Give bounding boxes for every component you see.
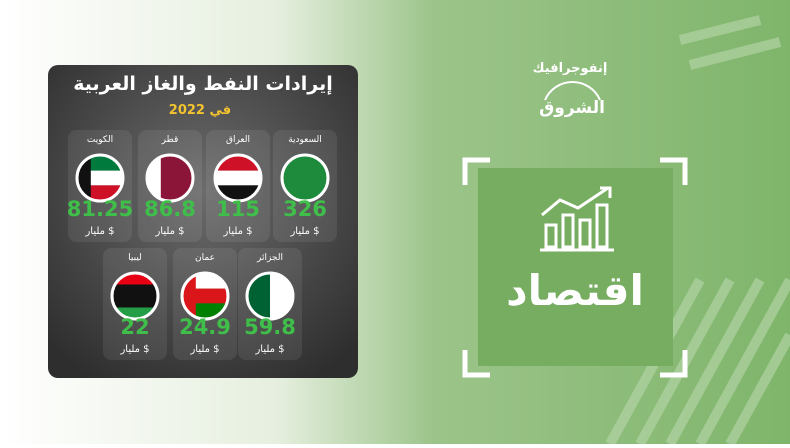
unit: مليار $ bbox=[254, 344, 284, 355]
infographic-title: إيرادات النفط والغاز العربية bbox=[73, 73, 332, 95]
value: 59.8 bbox=[244, 315, 296, 339]
infographic-subtitle: في 2022 bbox=[169, 103, 231, 118]
unit: مليار $ bbox=[289, 226, 319, 237]
country-name: عمان bbox=[195, 253, 215, 263]
country-name: الجزائر bbox=[256, 253, 283, 263]
value: 24.9 bbox=[179, 315, 231, 339]
value: 22 bbox=[120, 315, 149, 339]
country-name: العراق bbox=[226, 135, 250, 145]
flag-ring bbox=[110, 271, 160, 321]
flag-part bbox=[112, 273, 158, 285]
unit: مليار $ bbox=[189, 344, 219, 355]
flag-ring bbox=[213, 153, 263, 203]
frame-corners bbox=[462, 157, 688, 378]
flag-ring bbox=[180, 271, 230, 321]
section-box bbox=[478, 168, 673, 366]
flag-ring bbox=[145, 153, 195, 203]
value: 81.25 bbox=[67, 197, 133, 221]
value: 86.8 bbox=[144, 197, 196, 221]
value: 115 bbox=[216, 197, 260, 221]
flag-part bbox=[247, 273, 270, 319]
flag-part bbox=[112, 307, 158, 319]
brand-name: الشروق bbox=[539, 98, 605, 118]
country-name: ليبيا bbox=[128, 253, 142, 263]
unit: مليار $ bbox=[119, 344, 149, 355]
flag bbox=[112, 273, 158, 319]
brand-label: إنفوجرافيك bbox=[533, 61, 608, 76]
flag-part bbox=[112, 284, 158, 308]
country-name: قطر bbox=[161, 135, 179, 145]
chart-icon bbox=[540, 186, 614, 252]
flag-part bbox=[215, 170, 261, 186]
section-title: اقتصاد bbox=[506, 266, 644, 315]
country-name: السعودية bbox=[288, 135, 322, 145]
flag-ring bbox=[245, 271, 295, 321]
unit: مليار $ bbox=[222, 226, 252, 237]
unit: مليار $ bbox=[84, 226, 114, 237]
brand-arc bbox=[544, 80, 601, 101]
value: 326 bbox=[283, 197, 327, 221]
country-name: الكويت bbox=[87, 135, 113, 145]
flag-ring bbox=[280, 153, 330, 203]
flag-ring bbox=[75, 153, 125, 203]
unit: مليار $ bbox=[154, 226, 184, 237]
